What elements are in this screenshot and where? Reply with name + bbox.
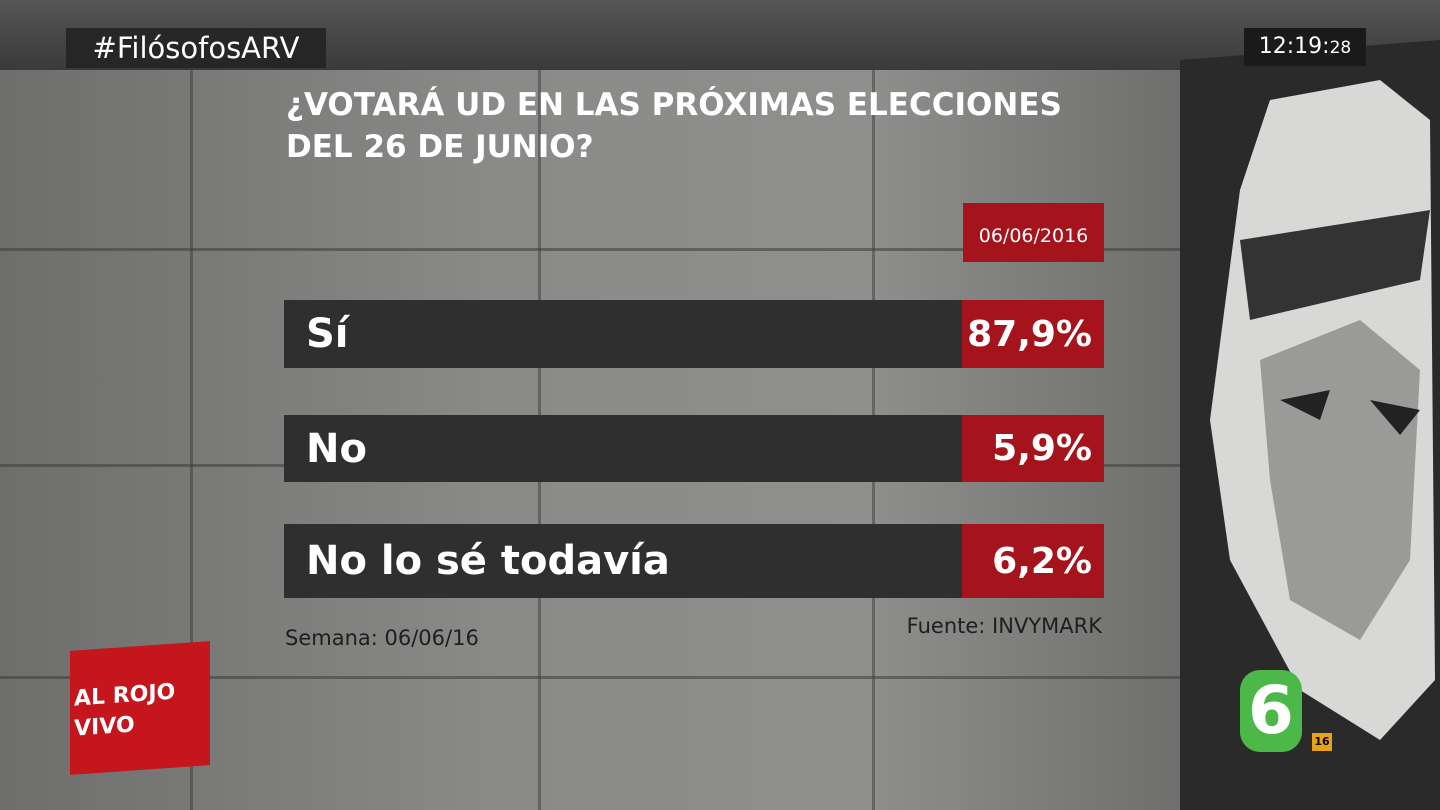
clock: 12:19:28 xyxy=(1244,28,1366,66)
answer-value: 6,2% xyxy=(962,524,1104,598)
show-logo: AL ROJO VIVO xyxy=(70,641,210,775)
wall-joint xyxy=(0,248,1200,251)
answer-value: 5,9% xyxy=(962,415,1104,482)
wall-joint xyxy=(0,676,1200,679)
answer-value: 87,9% xyxy=(962,300,1104,368)
answer-label: No xyxy=(284,415,962,482)
week: Semana: 06/06/16 xyxy=(285,626,479,650)
age-rating: 16 xyxy=(1312,733,1332,751)
hashtag: #FilósofosARV xyxy=(66,28,326,68)
answer-label: Sí xyxy=(284,300,962,368)
question-line: DEL 26 DE JUNIO? xyxy=(286,129,594,165)
clock-seconds: 28 xyxy=(1329,38,1352,58)
question-line: ¿VOTARÁ UD EN LAS PRÓXIMAS ELECCIONES xyxy=(286,87,1062,123)
wall-joint xyxy=(190,0,193,810)
channel-logo: 6 xyxy=(1240,670,1302,752)
clock-time: 12:19 xyxy=(1258,34,1323,59)
statue-panel xyxy=(1180,40,1440,810)
wall-joint xyxy=(872,0,875,810)
question: ¿VOTARÁ UD EN LAS PRÓXIMAS ELECCIONES DE… xyxy=(286,84,1062,168)
answer-label: No lo sé todavía xyxy=(284,524,962,598)
source: Fuente: INVYMARK xyxy=(906,614,1102,638)
wall-joint xyxy=(538,0,541,810)
date-badge: 06/06/2016 xyxy=(963,203,1104,262)
